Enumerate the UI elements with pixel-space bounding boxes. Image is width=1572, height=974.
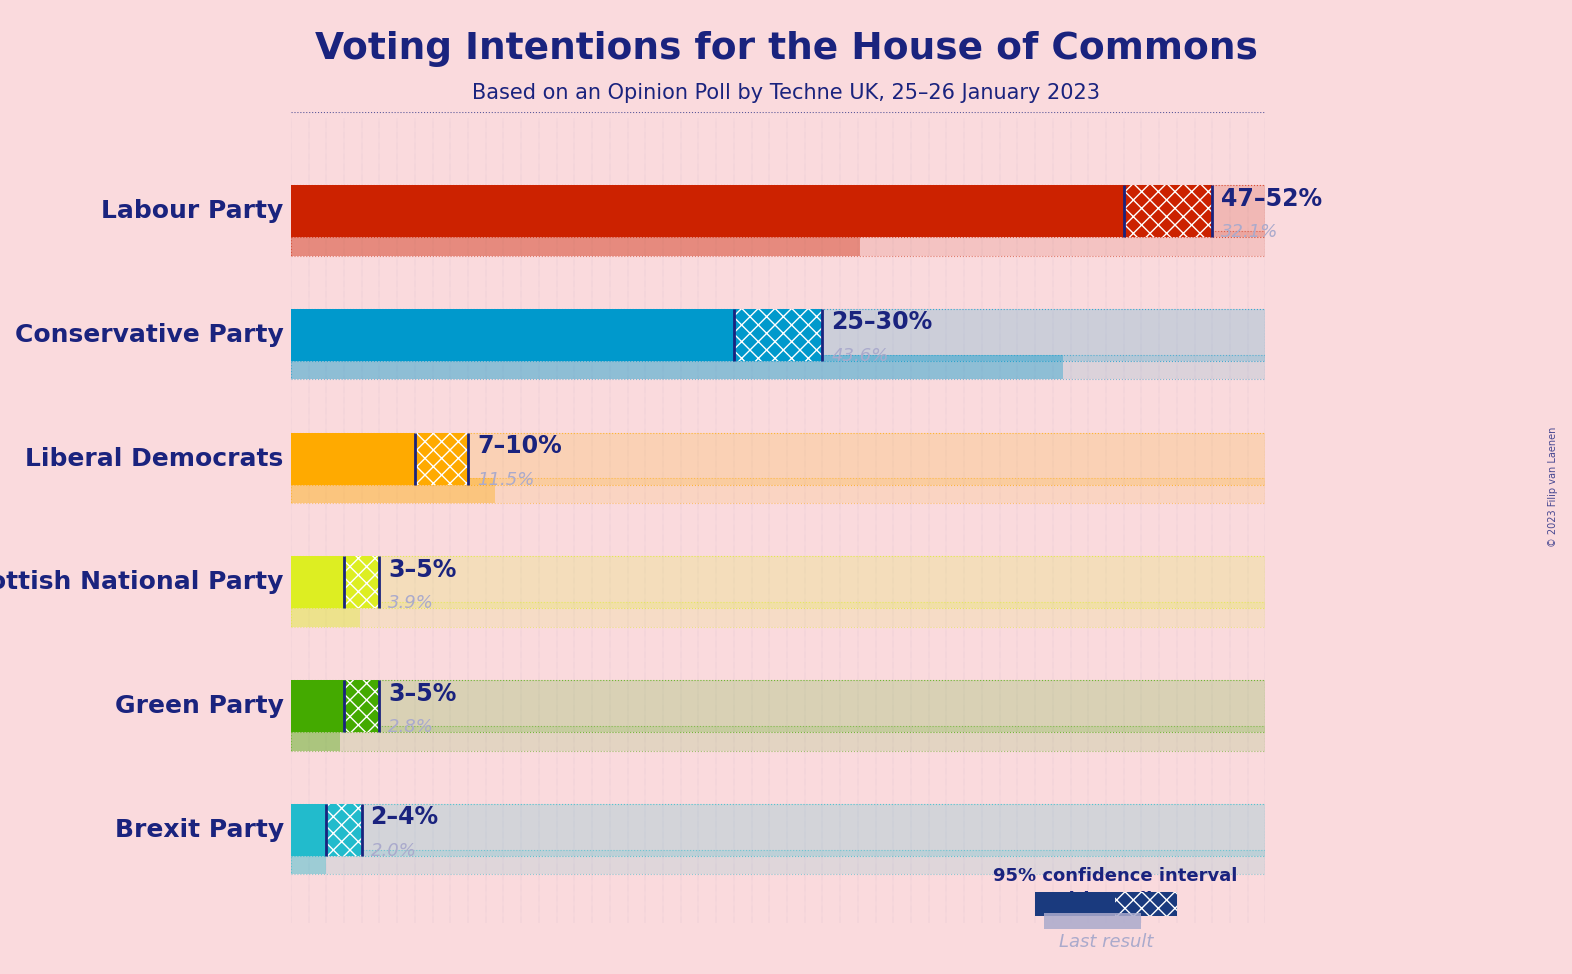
- Text: Scottish National Party: Scottish National Party: [0, 571, 283, 594]
- Text: Last result: Last result: [1060, 932, 1154, 951]
- Bar: [1115, 892, 1177, 917]
- Bar: [291, 478, 495, 504]
- Bar: [291, 309, 1265, 360]
- Text: Labour Party: Labour Party: [102, 199, 283, 223]
- Bar: [291, 185, 1265, 237]
- Bar: [291, 478, 1265, 504]
- Bar: [291, 602, 1265, 627]
- Bar: [291, 680, 1265, 732]
- Bar: [291, 432, 415, 484]
- Bar: [291, 726, 341, 751]
- Text: 43.6%: 43.6%: [832, 347, 888, 365]
- Text: 3–5%: 3–5%: [388, 558, 456, 581]
- Text: Liberal Democrats: Liberal Democrats: [25, 446, 283, 470]
- Bar: [291, 804, 327, 856]
- Bar: [734, 309, 822, 360]
- Bar: [291, 680, 344, 732]
- Text: 32.1%: 32.1%: [1221, 223, 1278, 241]
- Bar: [291, 556, 1265, 609]
- Text: Conservative Party: Conservative Party: [16, 322, 283, 347]
- Bar: [291, 726, 1265, 751]
- Bar: [1034, 892, 1115, 917]
- Bar: [291, 556, 344, 609]
- Bar: [291, 309, 1265, 360]
- Text: 25–30%: 25–30%: [832, 311, 932, 334]
- Text: 11.5%: 11.5%: [476, 470, 534, 489]
- Text: 7–10%: 7–10%: [476, 434, 561, 458]
- Text: 95% confidence interval
with median: 95% confidence interval with median: [992, 867, 1237, 909]
- Bar: [291, 602, 1265, 627]
- Text: Voting Intentions for the House of Commons: Voting Intentions for the House of Commo…: [314, 31, 1258, 67]
- Text: © 2023 Filip van Laenen: © 2023 Filip van Laenen: [1548, 427, 1558, 547]
- Text: 2.0%: 2.0%: [371, 842, 417, 860]
- Bar: [1124, 185, 1212, 237]
- Bar: [291, 309, 734, 360]
- Bar: [291, 556, 1265, 609]
- Bar: [327, 804, 362, 856]
- Bar: [291, 185, 1265, 237]
- Bar: [415, 432, 468, 484]
- Bar: [291, 602, 360, 627]
- Bar: [291, 726, 1265, 751]
- Bar: [291, 355, 1063, 380]
- Bar: [291, 849, 1265, 875]
- Text: Brexit Party: Brexit Party: [115, 818, 283, 842]
- Bar: [291, 680, 1265, 732]
- Bar: [344, 680, 379, 732]
- Bar: [291, 185, 1124, 237]
- Text: 2–4%: 2–4%: [371, 805, 439, 830]
- Bar: [291, 478, 1265, 504]
- Bar: [291, 432, 1265, 484]
- Bar: [291, 231, 1265, 255]
- Bar: [291, 231, 1265, 255]
- Text: 2.8%: 2.8%: [388, 718, 434, 736]
- Text: 3–5%: 3–5%: [388, 682, 456, 706]
- Bar: [291, 432, 1265, 484]
- Text: Based on an Opinion Poll by Techne UK, 25–26 January 2023: Based on an Opinion Poll by Techne UK, 2…: [472, 83, 1100, 103]
- Text: Green Party: Green Party: [115, 694, 283, 718]
- Bar: [291, 231, 860, 255]
- Bar: [1044, 914, 1141, 929]
- Bar: [291, 849, 327, 875]
- Bar: [291, 849, 1265, 875]
- Bar: [344, 556, 379, 609]
- Bar: [291, 804, 1265, 856]
- Text: 3.9%: 3.9%: [388, 594, 434, 613]
- Bar: [291, 804, 1265, 856]
- Bar: [291, 355, 1265, 380]
- Text: 47–52%: 47–52%: [1221, 187, 1322, 210]
- Bar: [291, 355, 1265, 380]
